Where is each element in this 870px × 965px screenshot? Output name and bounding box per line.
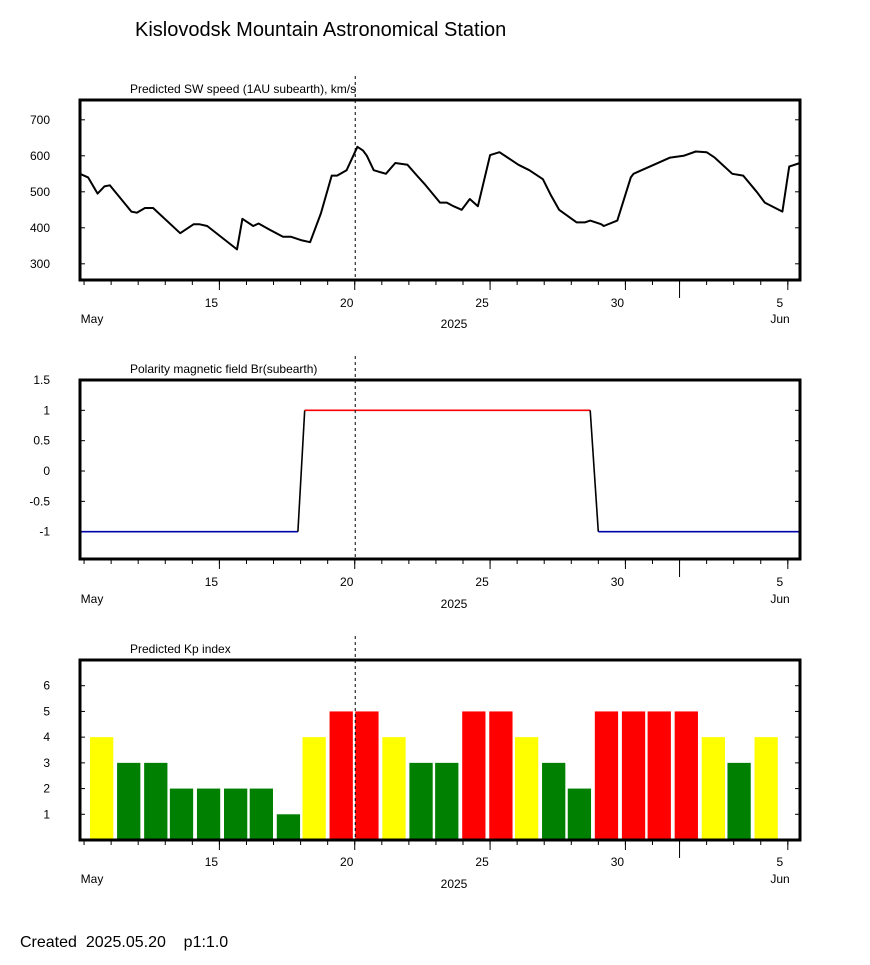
kp-bar xyxy=(302,737,326,840)
x-tick-label: 25 xyxy=(475,296,489,310)
chart-title: Predicted SW speed (1AU subearth), km/s xyxy=(130,82,356,96)
y-tick-label: -0.5 xyxy=(29,494,50,508)
kp-bar xyxy=(196,788,221,840)
y-tick-label: 300 xyxy=(30,257,50,271)
x-tick-label: 20 xyxy=(340,855,354,869)
x-tick-label: 5 xyxy=(776,296,783,310)
page-title: Kislovodsk Mountain Astronomical Station xyxy=(135,19,507,41)
month-label-jun: Jun xyxy=(770,872,789,886)
series-line xyxy=(589,410,600,532)
x-tick-label: 20 xyxy=(340,296,354,310)
kp-bar xyxy=(462,711,486,840)
y-tick-label: 1 xyxy=(43,807,50,821)
kp-bar xyxy=(754,737,778,840)
kp-bar xyxy=(329,711,353,840)
year-label: 2025 xyxy=(441,877,468,891)
kp-bar xyxy=(542,762,566,840)
kp-bar xyxy=(489,711,513,840)
kp-bar xyxy=(117,762,141,840)
chart-title: Predicted Kp index xyxy=(130,642,231,656)
chart-panel-2: Polarity magnetic field Br(subearth)15 20… xyxy=(29,356,802,611)
month-label-jun: Jun xyxy=(770,312,789,326)
year-label: 2025 xyxy=(441,317,468,331)
kp-bar xyxy=(169,788,194,840)
y-tick-label: -1 xyxy=(39,525,50,539)
y-tick-label: 1 xyxy=(43,403,50,417)
kp-bar xyxy=(621,711,646,840)
kp-bar xyxy=(355,711,379,840)
month-label-may: May xyxy=(81,312,104,326)
x-tick-label: 30 xyxy=(611,296,625,310)
y-tick-label: 4 xyxy=(43,730,50,744)
kp-bar xyxy=(435,762,459,840)
y-tick-label: 600 xyxy=(30,149,50,163)
chart-title: Polarity magnetic field Br(subearth) xyxy=(130,362,317,376)
x-tick-label: 25 xyxy=(475,575,489,589)
kp-bar xyxy=(382,737,406,840)
y-tick-label: 3 xyxy=(43,756,50,770)
kp-bar xyxy=(674,711,698,840)
kp-bar xyxy=(409,762,433,840)
month-label-may: May xyxy=(81,872,104,886)
kp-bar xyxy=(567,788,592,840)
y-tick-label: 0 xyxy=(43,464,50,478)
x-tick-label: 20 xyxy=(340,575,354,589)
kp-bar xyxy=(276,814,301,840)
series-line xyxy=(79,145,801,251)
y-tick-label: 1.5 xyxy=(33,373,50,387)
kp-bar xyxy=(514,737,539,840)
x-tick-label: 15 xyxy=(205,855,219,869)
plot-frame xyxy=(78,658,802,842)
year-label: 2025 xyxy=(441,597,468,611)
month-label-jun: Jun xyxy=(770,592,789,606)
created-footer: Created 2025.05.20 p1:1.0 xyxy=(20,934,229,951)
plot-frame xyxy=(78,98,802,282)
x-tick-label: 25 xyxy=(475,855,489,869)
kp-bar xyxy=(90,737,114,840)
y-tick-label: 2 xyxy=(43,782,50,796)
series-line xyxy=(297,410,306,532)
month-label-may: May xyxy=(81,592,104,606)
y-tick-label: 6 xyxy=(43,679,50,693)
x-tick-label: 5 xyxy=(776,575,783,589)
kp-bar xyxy=(144,762,168,840)
kp-bar xyxy=(224,788,248,840)
y-tick-label: 400 xyxy=(30,221,50,235)
y-tick-label: 500 xyxy=(30,185,50,199)
kp-bar xyxy=(594,711,619,840)
x-tick-label: 30 xyxy=(611,575,625,589)
kp-bar xyxy=(727,762,751,840)
y-tick-label: 5 xyxy=(43,704,50,718)
chart-panel-1: Predicted SW speed (1AU subearth), km/s 1… xyxy=(30,76,802,331)
x-tick-label: 30 xyxy=(611,855,625,869)
y-tick-label: 700 xyxy=(30,113,50,127)
kp-bar xyxy=(701,737,726,840)
x-tick-label: 5 xyxy=(776,855,783,869)
plot-frame xyxy=(78,378,802,561)
x-tick-label: 15 xyxy=(205,296,219,310)
x-tick-label: 15 xyxy=(205,575,219,589)
y-tick-label: 0.5 xyxy=(33,434,50,448)
kp-bar xyxy=(647,711,671,840)
kp-bar xyxy=(249,788,273,840)
